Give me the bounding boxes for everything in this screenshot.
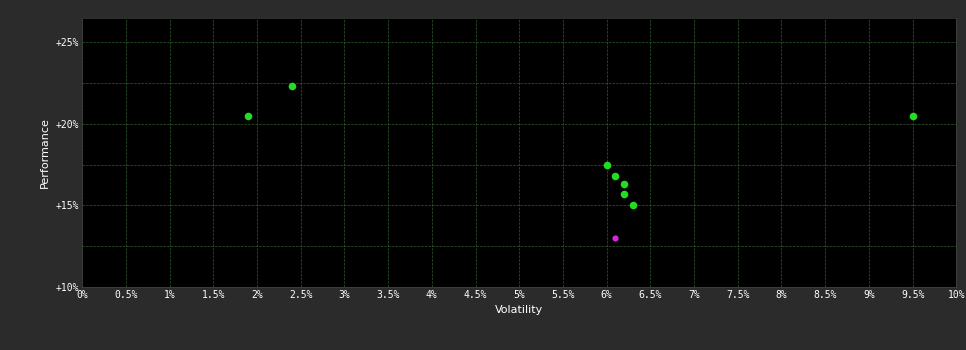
Point xyxy=(616,191,632,197)
Point xyxy=(599,162,614,167)
Point xyxy=(608,235,623,241)
Point xyxy=(625,203,640,208)
Point xyxy=(608,173,623,179)
Point xyxy=(241,113,256,118)
Y-axis label: Performance: Performance xyxy=(41,117,50,188)
X-axis label: Volatility: Volatility xyxy=(496,305,543,315)
Point xyxy=(905,113,921,118)
Point xyxy=(284,83,299,89)
Point xyxy=(616,181,632,187)
